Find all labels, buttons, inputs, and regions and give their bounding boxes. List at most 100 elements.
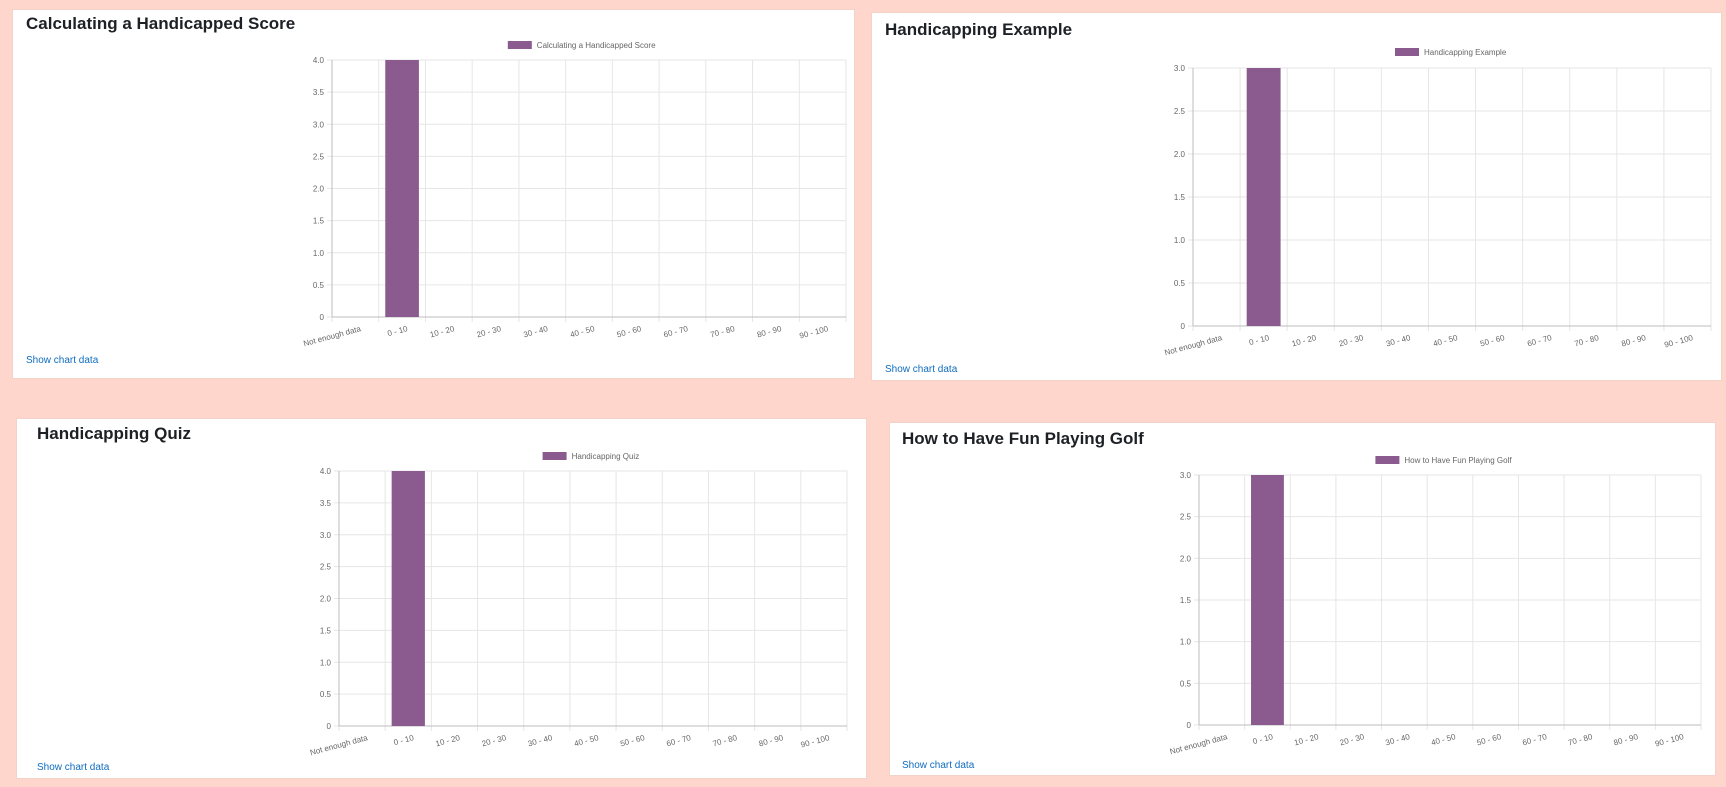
chart-card: Calculating a Handicapped Score 0 0.5 1.0 1… (12, 9, 855, 379)
show-chart-data-link[interactable]: Show chart data (26, 355, 99, 366)
chart-card: How to Have Fun Playing Golf 0 0.5 1.0 1.5 2… (889, 422, 1716, 776)
legend-swatch (507, 41, 532, 49)
y-tick-label: 2.0 (320, 595, 332, 604)
x-tick-label: 60 - 70 (1526, 333, 1553, 348)
chart-title: Handicapping Example (885, 20, 1073, 39)
x-tick-label: 50 - 60 (616, 324, 643, 339)
x-tick-label: Not enough data (1169, 732, 1229, 756)
x-tick-label: 60 - 70 (1521, 732, 1548, 747)
x-tick-label: 10 - 20 (1291, 333, 1318, 348)
x-tick-label: 90 - 100 (800, 733, 831, 749)
y-tick-label: 1.0 (313, 249, 325, 258)
x-tick-label: 70 - 80 (1567, 732, 1594, 747)
bar (1246, 68, 1281, 326)
x-tick-label: 0 - 10 (393, 733, 416, 747)
x-tick-label: 10 - 20 (1293, 732, 1320, 747)
y-tick-label: 0 (1181, 322, 1186, 331)
y-tick-label: 1.5 (313, 217, 325, 226)
chart-title: Handicapping Quiz (37, 424, 191, 443)
x-tick-label: 40 - 50 (1430, 732, 1457, 747)
x-tick-label: 80 - 90 (1620, 333, 1647, 348)
x-tick-label: 80 - 90 (1613, 732, 1640, 747)
bar-chart: 0 0.5 1.0 1.5 2.0 2.5 3.0 3.5 4.0 Not enough data… (309, 452, 848, 757)
y-tick-label: 4.0 (320, 467, 332, 476)
y-tick-label: 2.5 (320, 563, 332, 572)
y-tick-label: 2.5 (1174, 107, 1186, 116)
x-tick-label: 10 - 20 (429, 324, 456, 339)
chart-card: Handicapping Quiz 0 0.5 1.0 1.5 2.0 2.5 3.0 3.5… (16, 418, 867, 779)
bar-chart: 0 0.5 1.0 1.5 2.0 2.5 3.0 Not enough data 0 - 10… (1169, 456, 1702, 756)
bar (391, 471, 425, 726)
x-tick-label: 90 - 100 (1654, 732, 1685, 748)
x-tick-label: Not enough data (302, 324, 362, 348)
y-tick-label: 1.5 (320, 626, 332, 635)
x-tick-label: 50 - 60 (619, 733, 646, 748)
y-tick-label: 0 (320, 313, 325, 322)
bar-chart: 0 0.5 1.0 1.5 2.0 2.5 3.0 3.5 4.0 Not enough data… (302, 41, 847, 348)
x-tick-label: 70 - 80 (709, 324, 736, 339)
y-tick-label: 1.0 (320, 658, 332, 667)
x-tick-label: 0 - 10 (387, 324, 410, 338)
x-tick-label: 20 - 30 (1339, 732, 1366, 747)
show-chart-data-link[interactable]: Show chart data (885, 364, 958, 375)
x-tick-label: 20 - 30 (476, 324, 503, 339)
y-tick-label: 0 (327, 722, 332, 731)
y-tick-label: 2.5 (313, 152, 325, 161)
x-tick-label: 10 - 20 (435, 733, 462, 748)
x-tick-label: 80 - 90 (758, 733, 785, 748)
y-tick-label: 3.0 (320, 531, 332, 540)
y-tick-label: 2.0 (313, 185, 325, 194)
y-tick-label: 3.0 (1174, 64, 1186, 73)
y-tick-label: 1.5 (1180, 596, 1192, 605)
y-tick-label: 3.0 (1180, 471, 1192, 480)
y-tick-label: 1.0 (1180, 638, 1192, 647)
x-tick-label: 40 - 50 (573, 733, 600, 748)
x-tick-label: 60 - 70 (665, 733, 692, 748)
x-tick-label: 30 - 40 (1384, 732, 1411, 747)
y-tick-label: 0.5 (1180, 679, 1192, 688)
x-tick-label: 50 - 60 (1476, 732, 1503, 747)
chart-title: Calculating a Handicapped Score (26, 14, 296, 33)
x-tick-label: 20 - 30 (481, 733, 508, 748)
x-tick-label: 90 - 100 (798, 324, 829, 340)
y-tick-label: 3.0 (313, 120, 325, 129)
y-tick-label: 3.5 (320, 499, 332, 508)
show-chart-data-link[interactable]: Show chart data (902, 760, 975, 771)
bar-chart: 0 0.5 1.0 1.5 2.0 2.5 3.0 Not enough data 0 - 10… (1164, 48, 1712, 357)
legend-label: How to Have Fun Playing Golf (1404, 456, 1512, 465)
x-tick-label: Not enough data (1164, 333, 1224, 357)
x-tick-label: Not enough data (309, 733, 369, 757)
x-tick-label: 90 - 100 (1663, 333, 1694, 349)
y-tick-label: 2.0 (1174, 150, 1186, 159)
x-tick-label: 30 - 40 (527, 733, 554, 748)
x-tick-label: 20 - 30 (1338, 333, 1365, 348)
x-tick-label: 0 - 10 (1252, 732, 1275, 746)
x-tick-label: 40 - 50 (569, 324, 596, 339)
chart-card: Handicapping Example 0 0.5 1.0 1.5 2.0 2.5 3.0… (871, 12, 1722, 381)
y-tick-label: 0.5 (320, 690, 332, 699)
y-tick-label: 2.0 (1180, 554, 1192, 563)
legend-swatch (542, 452, 567, 460)
legend-swatch (1395, 48, 1419, 56)
y-tick-label: 0.5 (1174, 279, 1186, 288)
y-tick-label: 0 (1187, 721, 1192, 730)
x-tick-label: 30 - 40 (1385, 333, 1412, 348)
legend-swatch (1375, 456, 1400, 464)
show-chart-data-link[interactable]: Show chart data (37, 762, 110, 773)
bar (1251, 475, 1284, 725)
y-tick-label: 1.5 (1174, 193, 1186, 202)
x-tick-label: 70 - 80 (1573, 333, 1600, 348)
x-tick-label: 50 - 60 (1479, 333, 1506, 348)
y-tick-label: 1.0 (1174, 236, 1186, 245)
legend-label: Handicapping Example (1424, 48, 1507, 57)
y-tick-label: 4.0 (313, 56, 325, 65)
x-tick-label: 60 - 70 (663, 324, 690, 339)
y-tick-label: 0.5 (313, 281, 325, 290)
x-tick-label: 0 - 10 (1248, 333, 1271, 347)
x-tick-label: 80 - 90 (756, 324, 783, 339)
y-tick-label: 2.5 (1180, 513, 1192, 522)
legend-label: Calculating a Handicapped Score (537, 41, 656, 50)
y-tick-label: 3.5 (313, 88, 325, 97)
bar (385, 60, 419, 317)
legend-label: Handicapping Quiz (572, 452, 640, 461)
